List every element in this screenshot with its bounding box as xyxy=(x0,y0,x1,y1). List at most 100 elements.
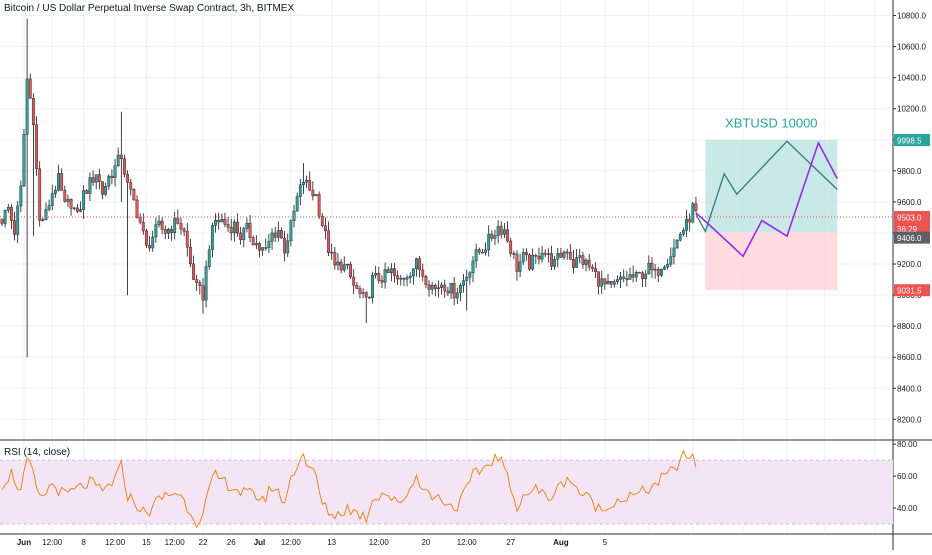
x-tick-label: 12:00 xyxy=(369,538,390,547)
candle-body xyxy=(685,218,688,231)
candle-body xyxy=(342,264,346,271)
y-tick-label: 9800.0 xyxy=(897,167,922,176)
candle-body xyxy=(53,189,57,194)
candle-body xyxy=(556,253,560,260)
candle-body xyxy=(22,134,26,187)
candle-body xyxy=(493,235,497,239)
candle-body xyxy=(367,296,371,299)
candle-body xyxy=(270,232,274,242)
projection-teal-line[interactable] xyxy=(695,140,838,234)
candle-body xyxy=(333,251,337,266)
candle-body xyxy=(107,175,111,187)
x-tick-label: 5 xyxy=(603,538,608,547)
candle-body xyxy=(377,272,381,281)
projection-purple-line[interactable] xyxy=(695,140,838,258)
candle-body xyxy=(430,284,434,290)
candle-body xyxy=(132,189,136,201)
candle-body xyxy=(141,221,145,232)
candle-body xyxy=(185,231,189,248)
candle-body xyxy=(201,285,205,301)
candle-body xyxy=(666,263,670,268)
candle-body xyxy=(264,247,268,249)
candle-body xyxy=(314,194,318,197)
candle-body xyxy=(634,272,638,278)
candle-body xyxy=(581,255,585,265)
candle-body xyxy=(63,190,67,202)
candle-body xyxy=(578,255,582,258)
candle-body xyxy=(198,282,202,286)
candle-body xyxy=(283,237,286,254)
candle-body xyxy=(455,292,459,299)
candle-body xyxy=(600,278,604,287)
candle-body xyxy=(182,228,186,232)
candle-body xyxy=(641,272,644,280)
candle-body xyxy=(675,239,679,249)
x-tick-label: 20 xyxy=(421,538,430,547)
candle-body xyxy=(474,249,478,262)
candle-body xyxy=(138,217,142,223)
candle-body xyxy=(261,247,265,251)
candle-body xyxy=(484,249,487,253)
profit-zone[interactable] xyxy=(705,140,838,233)
candle-body xyxy=(660,269,663,276)
candle-body xyxy=(292,210,296,221)
candle-body xyxy=(0,218,4,224)
candle-body xyxy=(44,209,48,220)
candle-body xyxy=(481,251,484,254)
candle-body xyxy=(273,232,277,238)
candle-body xyxy=(10,207,13,221)
candle-body xyxy=(79,209,82,212)
candle-body xyxy=(236,221,239,234)
candle-body xyxy=(622,276,626,279)
candle-body xyxy=(568,252,572,260)
y-tick-label: 8600.0 xyxy=(897,353,922,362)
x-tick-label: 13 xyxy=(327,538,336,547)
candle-body xyxy=(465,276,469,281)
candle-body xyxy=(16,205,20,235)
candle-body xyxy=(364,292,368,298)
candle-body xyxy=(656,268,660,276)
candle-body xyxy=(625,278,629,280)
candle-body xyxy=(443,284,447,292)
candle-body xyxy=(320,215,324,226)
candle-body xyxy=(575,257,579,268)
rsi-title: RSI (14, close) xyxy=(4,447,71,458)
candle-body xyxy=(672,247,676,257)
loss-zone[interactable] xyxy=(705,232,838,291)
candle-body xyxy=(562,251,566,258)
candle-body xyxy=(207,249,211,267)
candle-body xyxy=(38,168,42,221)
candle-body xyxy=(336,261,340,266)
candle-body xyxy=(170,229,173,233)
candle-body xyxy=(167,229,170,234)
candle-body xyxy=(176,217,180,224)
candle-body xyxy=(91,177,95,183)
candle-body xyxy=(327,230,330,253)
candle-body xyxy=(129,182,133,190)
candle-body xyxy=(57,173,60,191)
y-tick-label: 10600.0 xyxy=(897,43,926,52)
rsi-tick-label: 40.00 xyxy=(897,504,918,513)
candle-body xyxy=(60,173,64,191)
candle-body xyxy=(424,276,428,286)
price-badge xyxy=(894,134,930,147)
candle-body xyxy=(587,259,591,268)
candle-body xyxy=(688,218,692,223)
candle-body xyxy=(374,272,378,276)
candle-body xyxy=(531,254,535,270)
rsi-band xyxy=(0,460,893,525)
x-tick-label: 15 xyxy=(142,538,151,547)
x-tick-label: Jun xyxy=(17,538,31,547)
candle-body xyxy=(427,284,431,290)
candle-body xyxy=(694,203,698,211)
candle-body xyxy=(305,179,308,183)
x-tick-label: 8 xyxy=(81,538,86,547)
candle-body xyxy=(590,266,594,269)
candle-body xyxy=(647,262,651,275)
candle-body xyxy=(75,207,79,212)
candle-body xyxy=(217,219,221,223)
candle-body xyxy=(19,185,23,207)
candle-body xyxy=(619,276,622,280)
